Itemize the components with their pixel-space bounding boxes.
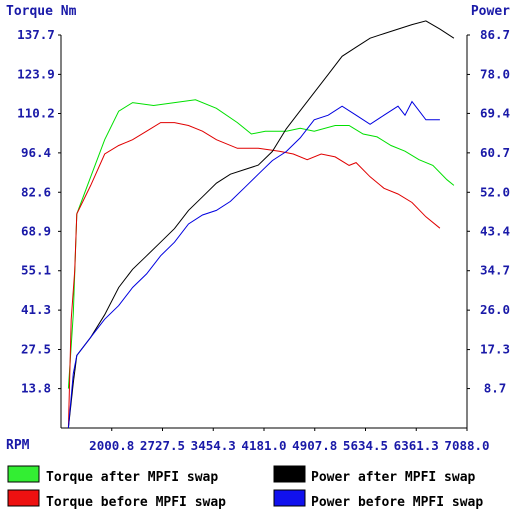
left-tick-label: 96.4 [21, 145, 51, 160]
left-tick-label: 110.2 [17, 105, 55, 120]
right-tick-label: 60.7 [480, 145, 510, 160]
right-tick-label: 26.0 [480, 302, 510, 317]
axes-layer [60, 35, 468, 429]
legend-label-power-after-mpfi-swap: Power after MPFI swap [311, 470, 476, 485]
x-tick-label: 7088.0 [444, 438, 489, 453]
x-axis-title: RPM [6, 438, 30, 453]
series-line-power-after-mpfi-swap [67, 20, 455, 429]
right-tick-label: 43.4 [480, 223, 510, 238]
right-axis-title: Power [471, 4, 510, 19]
x-tick-label: 2727.5 [140, 438, 185, 453]
legend-swatch-torque-before-mpfi-swap [7, 489, 40, 507]
left-axis-title: Torque Nm [6, 4, 77, 19]
right-tick-label: 52.0 [480, 184, 510, 199]
x-tick-label: 4907.8 [292, 438, 337, 453]
right-tick-label: 17.3 [480, 342, 510, 357]
right-tick-label: 8.7 [484, 381, 507, 396]
legend-label-torque-after-mpfi-swap: Torque after MPFI swap [46, 470, 218, 485]
right-tick-label: 69.4 [480, 105, 510, 120]
series-line-power-before-mpfi-swap [67, 100, 440, 429]
left-tick-label: 123.9 [17, 66, 55, 81]
left-tick-label: 41.3 [21, 302, 51, 317]
series-line-torque-before-mpfi-swap [67, 122, 441, 429]
left-tick-label: 55.1 [21, 263, 51, 278]
left-tick-label: 13.8 [21, 381, 51, 396]
x-tick-label: 5634.5 [343, 438, 388, 453]
left-tick-label: 68.9 [21, 223, 51, 238]
legend-swatch-torque-after-mpfi-swap [7, 465, 40, 483]
x-tick-label: 6361.3 [394, 438, 439, 453]
left-tick-label: 137.7 [17, 27, 55, 42]
right-tick-label: 78.0 [480, 66, 510, 81]
right-tick-label: 34.7 [480, 263, 510, 278]
legend-swatch-power-after-mpfi-swap [273, 465, 306, 483]
legend-swatch-power-before-mpfi-swap [273, 489, 306, 507]
left-tick-label: 27.5 [21, 342, 51, 357]
series-layer [67, 20, 455, 429]
left-tick-labels: 13.8 27.5 41.3 55.1 68.9 82.6 96.4 110.2 123.9 13… [17, 27, 61, 396]
legend-label-torque-before-mpfi-swap: Torque before MPFI swap [46, 495, 226, 510]
right-tick-label: 86.7 [480, 27, 510, 42]
x-tick-labels: 2000.8 2727.5 3454.3 4181.0 4907.8 5634.5 6361… [89, 428, 490, 453]
x-tick-label: 4181.0 [241, 438, 286, 453]
legend-label-power-before-mpfi-swap: Power before MPFI swap [311, 495, 483, 510]
x-tick-label: 3454.3 [191, 438, 236, 453]
series-line-torque-after-mpfi-swap [67, 99, 455, 389]
left-tick-label: 82.6 [21, 184, 51, 199]
right-tick-labels: 8.7 17.3 26.0 34.7 43.4 52.0 60.7 69.4 78.0 86.7 [467, 27, 510, 396]
legend: Torque after MPFI swap Power after MPFI s… [7, 465, 483, 510]
x-tick-label: 2000.8 [89, 438, 134, 453]
